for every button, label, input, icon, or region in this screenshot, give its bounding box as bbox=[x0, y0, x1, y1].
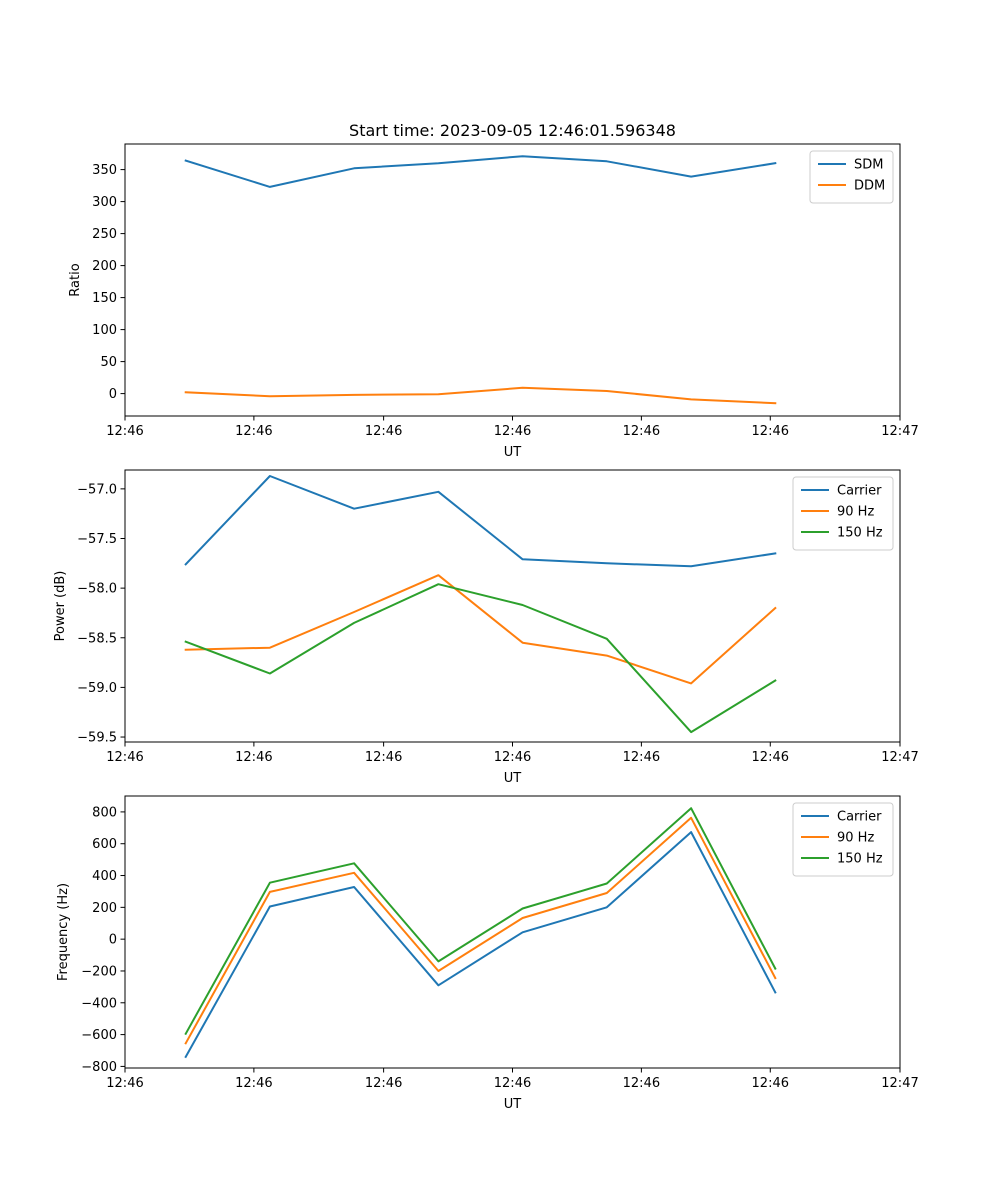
y-tick-label: −57.5 bbox=[77, 532, 117, 547]
axis-ticks: 12:46 12:46 12:46 12:46 12:46 12:46 12:47 0 50 10… bbox=[92, 163, 919, 439]
legend: SDM DDM bbox=[809, 150, 894, 204]
series-line-sdm bbox=[184, 155, 777, 188]
legend-label: 90 Hz bbox=[837, 831, 874, 846]
x-tick-label: 12:46 bbox=[623, 424, 660, 439]
y-tick-label: 800 bbox=[92, 805, 117, 820]
x-tick-label: 12:46 bbox=[106, 424, 143, 439]
x-tick-label: 12:46 bbox=[106, 1076, 143, 1091]
x-tick-label: 12:46 bbox=[752, 1076, 789, 1091]
legend-label: SDM bbox=[854, 158, 883, 173]
y-axis-label: Ratio bbox=[68, 263, 83, 296]
series-lines bbox=[184, 155, 777, 405]
x-tick-label: 12:46 bbox=[494, 1076, 531, 1091]
legend-label: Carrier bbox=[837, 810, 882, 825]
y-tick-label: 200 bbox=[92, 901, 117, 916]
x-tick-label: 12:46 bbox=[365, 750, 402, 765]
x-axis-label: UT bbox=[504, 771, 522, 786]
y-tick-label: 600 bbox=[92, 837, 117, 852]
legend-label: 150 Hz bbox=[837, 852, 883, 867]
x-tick-label: 12:46 bbox=[106, 750, 143, 765]
series-line-150-hz bbox=[184, 807, 777, 1036]
y-tick-label: −600 bbox=[81, 1028, 117, 1043]
x-tick-label: 12:46 bbox=[752, 424, 789, 439]
x-tick-label: 12:46 bbox=[494, 750, 531, 765]
x-tick-label: 12:46 bbox=[494, 424, 531, 439]
x-tick-label: 12:46 bbox=[752, 750, 789, 765]
x-axis-label: UT bbox=[504, 1097, 522, 1112]
series-line-90-hz bbox=[184, 574, 777, 685]
x-tick-label: 12:46 bbox=[235, 424, 272, 439]
series-line-150-hz bbox=[184, 583, 777, 734]
y-tick-label: 350 bbox=[92, 163, 117, 178]
series-line-carrier bbox=[184, 831, 777, 1059]
legend-label: DDM bbox=[854, 179, 885, 194]
y-tick-label: −800 bbox=[81, 1060, 117, 1075]
y-tick-label: −59.0 bbox=[77, 681, 117, 696]
series-line-ddm bbox=[184, 386, 777, 405]
legend-label: 150 Hz bbox=[837, 526, 883, 541]
y-tick-label: −57.0 bbox=[77, 482, 117, 497]
axis-ticks: 12:46 12:46 12:46 12:46 12:46 12:46 12:47 −59.5… bbox=[77, 482, 919, 765]
x-tick-label: 12:46 bbox=[365, 1076, 402, 1091]
legend: Carrier 90 Hz 150 Hz bbox=[792, 476, 894, 551]
y-tick-label: 200 bbox=[92, 259, 117, 274]
y-tick-label: −58.5 bbox=[77, 631, 117, 646]
y-tick-label: −58.0 bbox=[77, 582, 117, 597]
y-tick-label: 50 bbox=[100, 355, 117, 370]
y-tick-label: −400 bbox=[81, 996, 117, 1011]
y-tick-label: 400 bbox=[92, 869, 117, 884]
series-lines bbox=[184, 807, 777, 1059]
series-lines bbox=[184, 475, 777, 734]
ratio-plot: Start time: 2023-09-05 12:46:01.596348 1… bbox=[68, 121, 919, 460]
y-tick-label: 150 bbox=[92, 291, 117, 306]
x-tick-label: 12:47 bbox=[881, 750, 918, 765]
x-tick-label: 12:47 bbox=[881, 1076, 918, 1091]
x-tick-label: 12:47 bbox=[881, 424, 918, 439]
x-tick-label: 12:46 bbox=[623, 1076, 660, 1091]
legend-label: 90 Hz bbox=[837, 505, 874, 520]
legend-label: Carrier bbox=[837, 484, 882, 499]
x-tick-label: 12:46 bbox=[235, 1076, 272, 1091]
x-tick-label: 12:46 bbox=[623, 750, 660, 765]
y-tick-label: 300 bbox=[92, 195, 117, 210]
x-tick-label: 12:46 bbox=[235, 750, 272, 765]
y-tick-label: 0 bbox=[109, 387, 117, 402]
legend: Carrier 90 Hz 150 Hz bbox=[792, 802, 894, 877]
y-tick-label: 250 bbox=[92, 227, 117, 242]
series-line-90-hz bbox=[184, 816, 777, 1045]
y-tick-label: −59.5 bbox=[77, 731, 117, 746]
axis-ticks: 12:46 12:46 12:46 12:46 12:46 12:46 12:47 −800 −… bbox=[81, 805, 918, 1091]
power-plot: 12:46 12:46 12:46 12:46 12:46 12:46 12:47 −59.5… bbox=[53, 469, 919, 786]
y-tick-label: 0 bbox=[109, 933, 117, 948]
y-tick-label: 100 bbox=[92, 323, 117, 338]
y-axis-label: Frequency (Hz) bbox=[56, 883, 71, 981]
x-axis-label: UT bbox=[504, 445, 522, 460]
y-tick-label: −200 bbox=[81, 964, 117, 979]
y-axis-label: Power (dB) bbox=[53, 571, 68, 642]
x-tick-label: 12:46 bbox=[365, 424, 402, 439]
plot-title: Start time: 2023-09-05 12:46:01.596348 bbox=[349, 121, 676, 140]
series-line-carrier bbox=[184, 475, 777, 568]
frequency-plot: 12:46 12:46 12:46 12:46 12:46 12:46 12:47 −800 −… bbox=[56, 795, 919, 1112]
